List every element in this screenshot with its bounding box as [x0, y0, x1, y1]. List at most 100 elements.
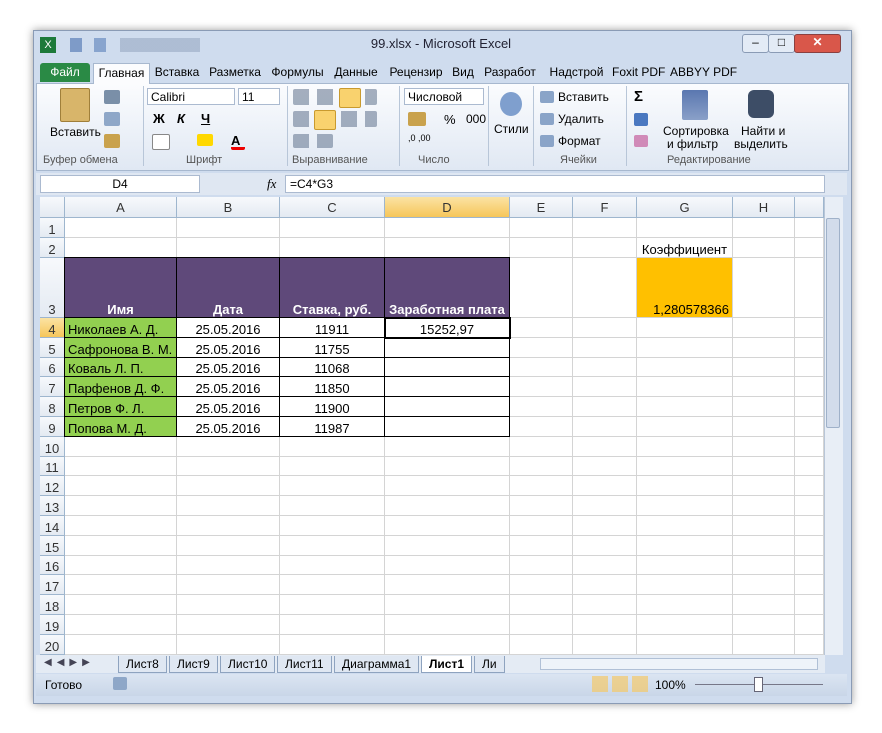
cell[interactable]	[795, 357, 824, 378]
cell[interactable]	[637, 575, 733, 596]
cell[interactable]	[573, 535, 637, 556]
ribbon-tab[interactable]: Файл	[40, 63, 90, 82]
cell[interactable]	[795, 258, 824, 318]
cell[interactable]	[573, 476, 637, 497]
cell[interactable]	[280, 218, 385, 238]
horizontal-scrollbar[interactable]	[540, 658, 818, 670]
row-header[interactable]: 1	[40, 218, 65, 238]
scroll-thumb[interactable]	[826, 218, 840, 428]
cell[interactable]	[510, 318, 573, 338]
cell[interactable]	[177, 575, 280, 596]
find-button[interactable]: выделить	[734, 137, 788, 151]
row-header[interactable]: 2	[40, 238, 65, 258]
cell[interactable]	[573, 496, 637, 516]
table-cell[interactable]: 25.05.2016	[176, 317, 280, 338]
cell[interactable]	[510, 357, 573, 378]
cell[interactable]	[510, 476, 573, 497]
cell[interactable]	[573, 417, 637, 437]
cell[interactable]	[510, 535, 573, 556]
cell[interactable]	[733, 575, 795, 596]
ribbon-tab[interactable]: Данные	[334, 65, 378, 79]
cell[interactable]	[385, 634, 510, 655]
paste-button[interactable]: Вставить	[50, 125, 101, 139]
row-header[interactable]: 5	[40, 337, 65, 358]
cell[interactable]	[280, 476, 385, 497]
ribbon-tab[interactable]: Разработ	[484, 65, 536, 79]
cell[interactable]	[510, 634, 573, 655]
row-header[interactable]: 14	[40, 516, 65, 536]
table-cell[interactable]: 11755	[279, 336, 385, 358]
row-header[interactable]: 16	[40, 555, 65, 576]
number-format-box[interactable]: Числовой	[404, 88, 484, 105]
sheet-tab[interactable]: Лист9	[169, 656, 218, 673]
sheet-tab[interactable]: Диаграмма1	[334, 656, 420, 673]
clear-icon[interactable]	[634, 135, 648, 147]
cell[interactable]	[573, 258, 637, 318]
cell[interactable]	[733, 516, 795, 536]
sheet-tab[interactable]: Лист10	[220, 656, 276, 673]
cell[interactable]	[280, 634, 385, 655]
cell[interactable]	[510, 615, 573, 635]
cell[interactable]	[733, 555, 795, 576]
cell[interactable]	[795, 634, 824, 655]
cell[interactable]	[733, 397, 795, 417]
cell[interactable]	[65, 516, 177, 536]
cell[interactable]	[573, 555, 637, 576]
cell[interactable]	[385, 476, 510, 497]
row-header[interactable]: 17	[40, 575, 65, 596]
cell[interactable]	[637, 555, 733, 576]
fill-color-icon[interactable]	[197, 134, 213, 146]
column-header[interactable]	[795, 197, 824, 218]
cell[interactable]	[65, 535, 177, 556]
table-cell[interactable]	[384, 336, 510, 358]
cell[interactable]	[65, 476, 177, 497]
align-center-selected[interactable]	[314, 110, 336, 130]
cell[interactable]	[795, 318, 824, 338]
cell[interactable]	[795, 238, 824, 258]
currency-icon[interactable]	[408, 112, 426, 126]
row-header[interactable]: 9	[40, 417, 65, 437]
cell[interactable]	[385, 575, 510, 596]
zoom-level[interactable]: 100%	[655, 678, 686, 692]
cell[interactable]	[177, 516, 280, 536]
cell[interactable]	[573, 357, 637, 378]
cell[interactable]	[733, 535, 795, 556]
cell[interactable]	[385, 238, 510, 258]
table-cell[interactable]: 11900	[279, 396, 385, 417]
table-cell[interactable]	[384, 416, 510, 437]
maximize-button[interactable]: □	[768, 34, 795, 53]
cell[interactable]	[733, 357, 795, 378]
cell[interactable]	[177, 436, 280, 457]
cell[interactable]	[65, 555, 177, 576]
cell[interactable]	[573, 218, 637, 238]
name-box[interactable]: D4	[40, 175, 200, 193]
cell[interactable]	[510, 258, 573, 318]
table-cell[interactable]: 11850	[279, 376, 385, 398]
cell[interactable]	[385, 535, 510, 556]
cell[interactable]	[385, 456, 510, 477]
table-cell[interactable]: 25.05.2016	[176, 416, 280, 437]
ribbon-tab[interactable]: ABBYY PDF	[670, 65, 738, 79]
cell[interactable]	[795, 615, 824, 635]
cell[interactable]	[510, 337, 573, 358]
cell[interactable]	[573, 337, 637, 358]
cell[interactable]	[280, 456, 385, 477]
decimal-buttons[interactable]: ,0 ,00	[408, 133, 431, 143]
cell[interactable]	[177, 555, 280, 576]
ribbon-tab[interactable]: Формулы	[271, 65, 324, 79]
autosum-button[interactable]: Σ	[634, 88, 644, 105]
table-cell[interactable]: 11911	[279, 317, 385, 338]
ribbon-tab[interactable]: Вставка	[154, 65, 200, 79]
ribbon-tab[interactable]: Главная	[93, 63, 150, 84]
italic-button[interactable]: К	[177, 111, 185, 126]
table-cell[interactable]: 25.05.2016	[176, 356, 280, 378]
percent-button[interactable]: %	[444, 112, 456, 127]
row-header[interactable]: 4	[40, 318, 65, 338]
ribbon-tab[interactable]: Foxit PDF	[612, 65, 666, 79]
insert-cells-button[interactable]: Вставить	[558, 90, 609, 104]
cell[interactable]	[733, 337, 795, 358]
sheet-tab[interactable]: Лист11	[277, 656, 332, 673]
cell[interactable]	[573, 456, 637, 477]
cell[interactable]	[280, 615, 385, 635]
cell[interactable]	[510, 456, 573, 477]
